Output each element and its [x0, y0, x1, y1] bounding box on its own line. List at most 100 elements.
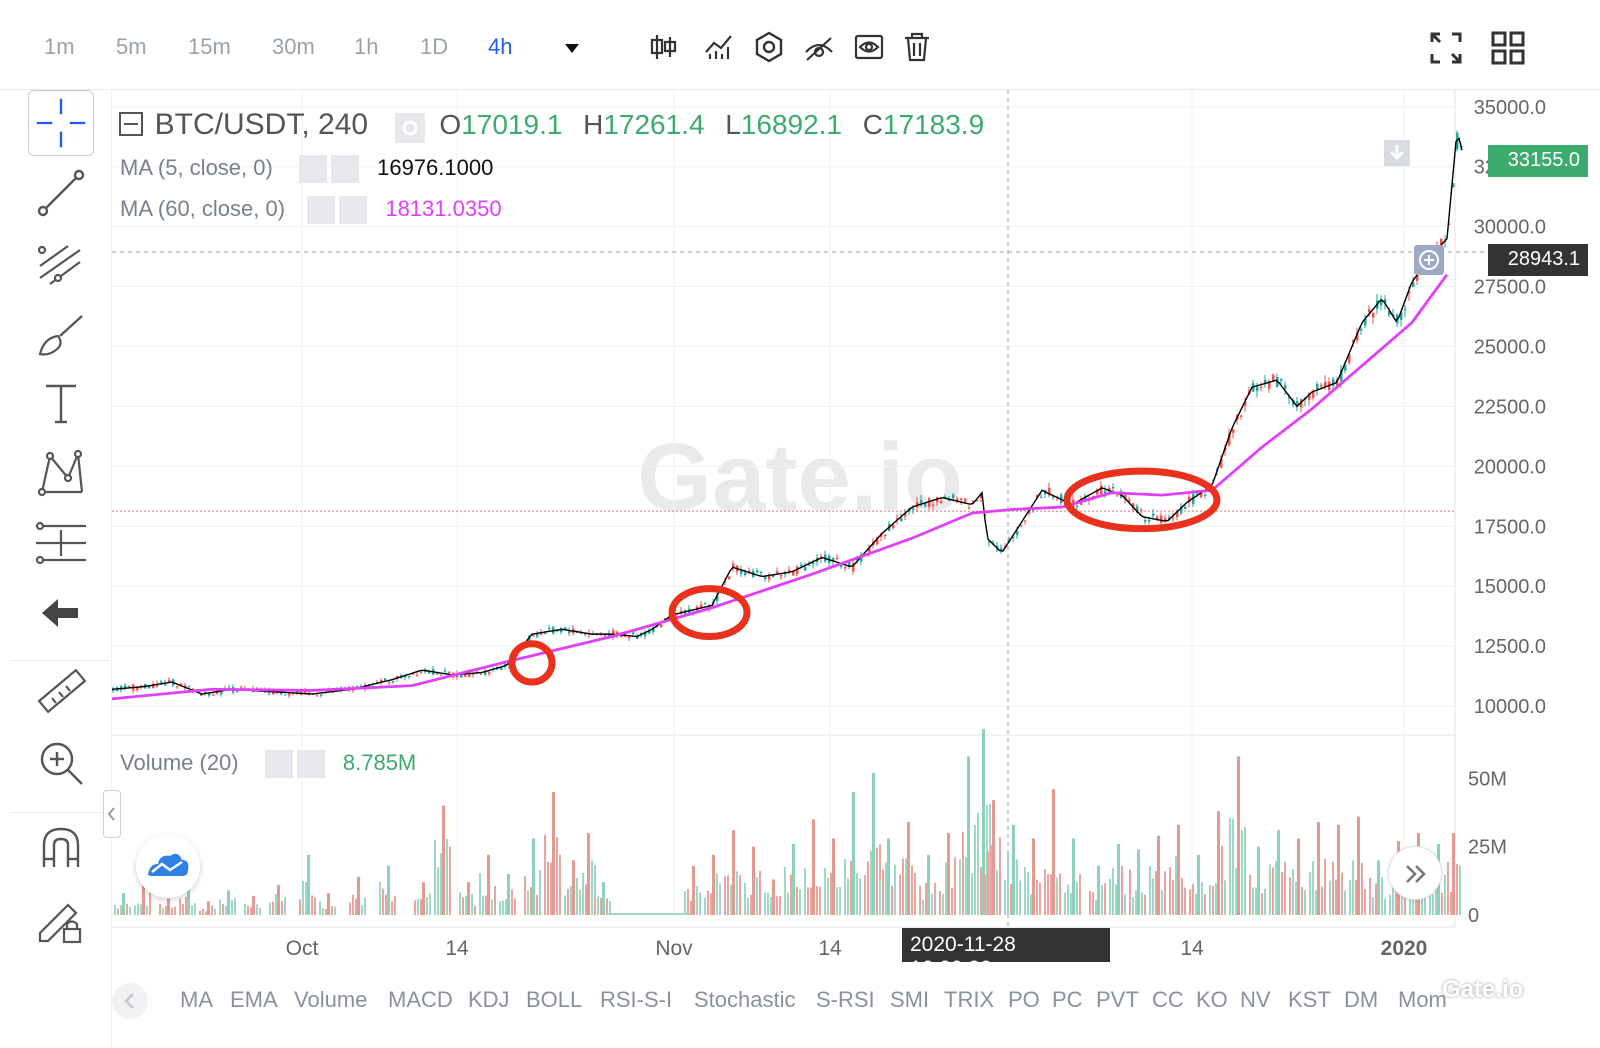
symbol-settings-icon[interactable] [394, 112, 425, 143]
volume-bar [507, 873, 510, 915]
volume-bar [530, 887, 532, 915]
volume-bar [442, 805, 445, 915]
ruler-icon[interactable] [28, 658, 94, 724]
timeframe-1d[interactable]: 1D [420, 34, 449, 59]
fib-tool-icon[interactable] [28, 230, 94, 296]
trend-line-tool-icon[interactable] [28, 160, 94, 226]
measure-tool-icon[interactable] [28, 510, 94, 576]
timeframe-1m[interactable]: 1m [44, 34, 75, 59]
timeframe-30m[interactable]: 30m [272, 34, 315, 59]
indicator-pvt[interactable]: PVT [1096, 987, 1139, 1012]
indicators-icon[interactable] [702, 30, 736, 64]
drawing-visibility-icon[interactable] [802, 30, 836, 64]
zoom-in-icon[interactable] [28, 730, 94, 796]
pattern-tool-icon[interactable] [28, 440, 94, 506]
candle-body [604, 634, 607, 636]
lock-drawing-icon[interactable] [28, 887, 94, 953]
candle-body [212, 694, 215, 696]
x-tick-label: 14 [1180, 937, 1204, 960]
candle-body [564, 627, 567, 630]
candle-body [756, 570, 759, 573]
layout-grid-icon[interactable] [1490, 30, 1526, 66]
indicator-dm[interactable]: DM [1344, 987, 1379, 1012]
volume-bar [485, 895, 487, 915]
indicator-stochastic[interactable]: Stochastic [694, 987, 796, 1012]
indicator-s-rsi[interactable]: S-RSI [816, 987, 875, 1012]
hide-toolbar-arrow-icon[interactable] [28, 580, 94, 646]
volume-bar [567, 889, 569, 915]
timeframe-15m[interactable]: 15m [188, 34, 231, 59]
ma5-settings-icon[interactable] [298, 155, 327, 184]
ma60-remove-icon[interactable] [339, 196, 368, 225]
volume-bar [179, 898, 181, 915]
volume-settings-icon[interactable] [264, 750, 293, 779]
indicator-kst[interactable]: KST [1288, 987, 1331, 1012]
volume-remove-icon[interactable] [296, 750, 325, 779]
scroll-to-latest-button[interactable] [1388, 846, 1442, 900]
candle-body [1308, 392, 1311, 400]
volume-bar [252, 895, 255, 915]
candle-type-icon[interactable] [646, 30, 680, 64]
indicator-pc[interactable]: PC [1052, 987, 1083, 1012]
ma5-label: MA (5, close, 0) [120, 155, 273, 180]
crosshair-tool-icon[interactable] [28, 90, 94, 156]
volume-bar [1441, 892, 1443, 915]
download-icon[interactable] [1384, 140, 1410, 166]
candle-body [540, 631, 543, 635]
indicator-ko[interactable]: KO [1196, 987, 1228, 1012]
volume-bar [564, 895, 566, 915]
add-alert-icon[interactable] [1413, 244, 1445, 276]
eye-icon[interactable] [852, 30, 886, 64]
indicator-boll[interactable]: BOLL [526, 987, 583, 1012]
collapse-sidebar-handle[interactable] [103, 790, 121, 838]
indicator-ma[interactable]: MA [180, 987, 213, 1012]
indicator-kdj[interactable]: KDJ [468, 987, 510, 1012]
candle-body [1084, 495, 1087, 501]
ma5-remove-icon[interactable] [330, 155, 359, 184]
fullscreen-icon[interactable] [1428, 30, 1464, 66]
indicator-trix[interactable]: TRIX [944, 987, 995, 1012]
collapse-legend-icon[interactable] [118, 111, 144, 137]
volume-bar [570, 885, 572, 915]
candle-body [1192, 494, 1195, 504]
candle-body [1080, 501, 1083, 505]
indicator-smi[interactable]: SMI [890, 987, 930, 1012]
indicator-nv[interactable]: NV [1240, 987, 1271, 1012]
volume-bar [1027, 872, 1029, 915]
indicator-ema[interactable]: EMA [230, 987, 278, 1012]
volume-bar [207, 901, 210, 915]
indicator-mom[interactable]: Mom [1398, 987, 1447, 1012]
indicator-macd[interactable]: MACD [388, 987, 453, 1012]
indicator-rsi-s-i[interactable]: RSI-S-I [600, 987, 673, 1012]
volume-bar [259, 907, 261, 915]
double-chevron-right-icon [1406, 865, 1426, 883]
settings-icon[interactable] [752, 30, 786, 64]
text-tool-icon[interactable] [28, 370, 94, 436]
timeframe-dropdown-icon[interactable] [560, 36, 584, 60]
candle-body [168, 679, 171, 683]
volume-bar [199, 910, 201, 915]
volume-bar [836, 887, 838, 915]
volume-bar [1067, 884, 1069, 915]
brush-tool-icon[interactable] [28, 300, 94, 366]
magnet-icon[interactable] [28, 815, 94, 881]
timeframe-5m[interactable]: 5m [116, 34, 147, 59]
candle-body [684, 610, 687, 616]
corner-watermark: Gate.io [1442, 976, 1524, 1003]
indicator-po[interactable]: PO [1008, 987, 1040, 1012]
scroll-left-icon[interactable] [110, 981, 150, 1021]
volume-tick-label: 0 [1468, 905, 1479, 927]
indicator-cc[interactable]: CC [1152, 987, 1184, 1012]
indicator-volume[interactable]: Volume [294, 987, 368, 1012]
volume-bar [1036, 879, 1038, 915]
volume-value: 8.785M [342, 750, 417, 775]
trash-icon[interactable] [900, 30, 934, 64]
chart-style-button[interactable] [136, 834, 200, 898]
candle-body [152, 684, 155, 689]
volume-bar [959, 859, 961, 915]
ma60-settings-icon[interactable] [307, 196, 336, 225]
timeframe-4h[interactable]: 4h [488, 34, 513, 59]
volume-bar [1432, 894, 1434, 915]
timeframe-1h[interactable]: 1h [354, 34, 379, 59]
